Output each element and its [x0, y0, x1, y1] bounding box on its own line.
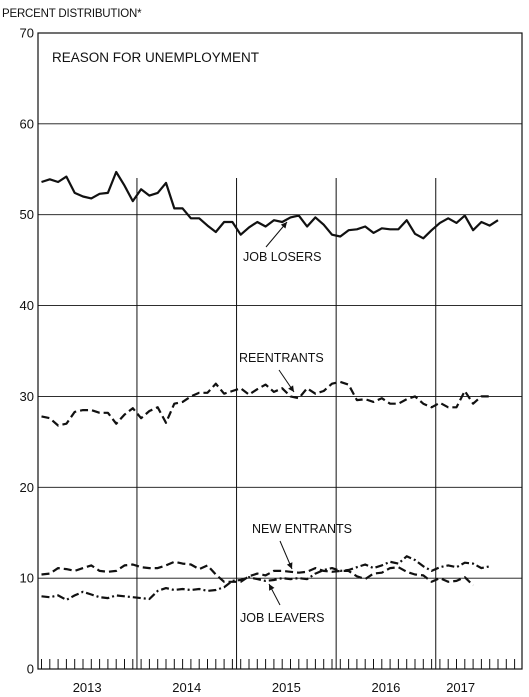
x-tick-label-2016: 2016 — [371, 680, 400, 695]
annotations: JOB LOSERS REENTRANTS NEW ENTRANTS JOB LEAV… — [239, 221, 352, 625]
y-tick-label: 60 — [20, 116, 34, 131]
annotation-reentrants: REENTRANTS — [239, 351, 324, 365]
gridlines — [38, 123, 522, 579]
y-tick-labels: 0 10 20 30 40 50 60 70 — [20, 26, 34, 677]
annotation-arrowhead — [269, 584, 275, 591]
annotation-job-losers: JOB LOSERS — [243, 250, 322, 264]
annotation-arrowhead — [286, 562, 293, 569]
annotation-new-entrants: NEW ENTRANTS — [252, 522, 352, 536]
x-tick-label-2015: 2015 — [272, 680, 301, 695]
x-tick-label-2013: 2013 — [73, 680, 102, 695]
annotation-job-leavers: JOB LEAVERS — [240, 611, 325, 625]
x-tick-marks — [41, 659, 516, 669]
annotation-arrowhead — [288, 385, 294, 392]
chart-title: REASON FOR UNEMPLOYMENT — [52, 50, 259, 65]
x-tick-label-2017: 2017 — [446, 680, 475, 695]
plot-frame — [37, 32, 523, 670]
series-line-new-entrants — [41, 560, 474, 587]
y-tick-label: 50 — [20, 207, 34, 222]
y-tick-label: 30 — [20, 389, 34, 404]
x-tick-labels: 2013 2014 2015 2016 2017 — [73, 680, 475, 695]
y-tick-label: 10 — [20, 571, 34, 586]
y-tick-label: 70 — [20, 26, 34, 41]
y-axis-label: PERCENT DISTRIBUTION* — [2, 8, 142, 20]
y-tick-label: 0 — [27, 662, 34, 677]
series-line-reentrants — [41, 380, 490, 427]
x-tick-label-2014: 2014 — [172, 680, 201, 695]
y-tick-label: 40 — [20, 298, 34, 313]
series-line-job-leavers — [41, 555, 490, 602]
y-tick-label: 20 — [20, 480, 34, 495]
series-lines — [41, 170, 499, 602]
annotation-arrowhead — [280, 222, 287, 229]
year-separators — [136, 178, 437, 669]
series-line-job-losers — [41, 170, 499, 240]
